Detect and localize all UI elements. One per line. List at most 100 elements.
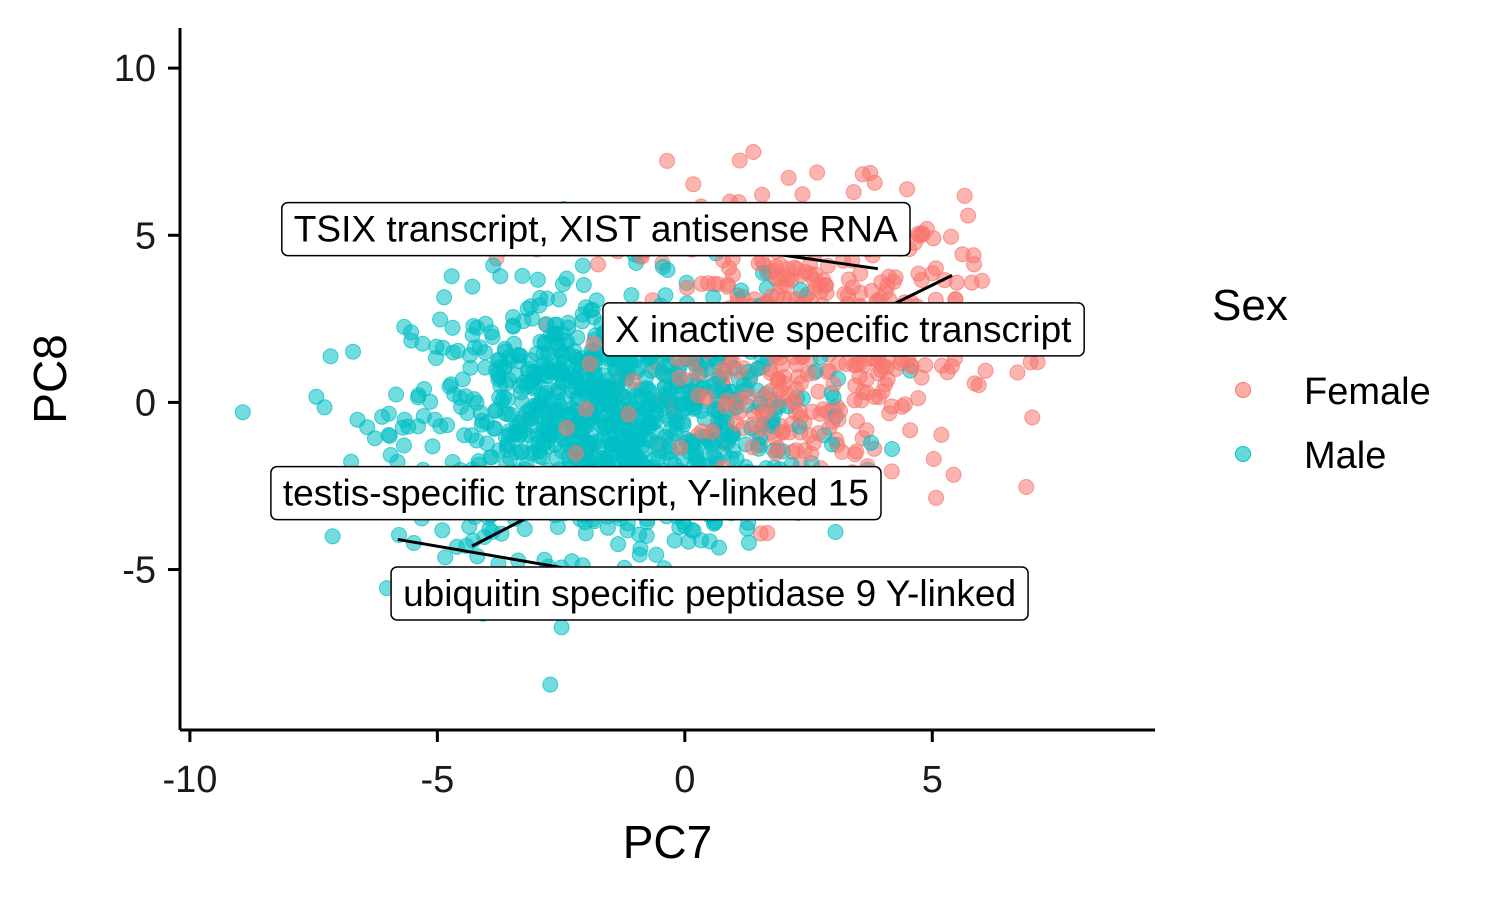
- male-point: [466, 391, 483, 408]
- annotation: X inactive specific transcript: [602, 274, 1085, 357]
- annotation: testis-specific transcript, Y-linked 15: [270, 465, 882, 548]
- male-point: [444, 319, 461, 336]
- male-point: [437, 549, 454, 566]
- male-point: [380, 405, 397, 422]
- female-point: [728, 415, 744, 431]
- male-point: [659, 262, 676, 278]
- legend-items: Female Male: [1235, 371, 1431, 477]
- female-point: [933, 357, 950, 374]
- female-point: [671, 369, 688, 386]
- male-point: [675, 396, 692, 413]
- female-point: [834, 444, 851, 460]
- male-point: [345, 343, 361, 360]
- female-point: [717, 397, 734, 414]
- male-point: [443, 268, 460, 285]
- female-point: [873, 274, 890, 291]
- male-point: [569, 329, 586, 346]
- male-point: [575, 277, 592, 293]
- male-point: [610, 536, 627, 553]
- male-point: [533, 387, 550, 403]
- male-point: [554, 325, 571, 342]
- male-point: [507, 424, 524, 440]
- female-point: [754, 186, 771, 203]
- female-point: [945, 466, 962, 483]
- female-point: [679, 279, 696, 296]
- male-point: [522, 409, 539, 426]
- female-point: [620, 406, 637, 423]
- male-point: [675, 414, 692, 430]
- male-point: [648, 435, 665, 452]
- female-point: [954, 246, 971, 263]
- annotation-label: X inactive specific transcript: [615, 309, 1072, 350]
- male-point: [554, 364, 571, 381]
- annotation: TSIX transcript, XIST antisense RNA: [281, 201, 911, 271]
- male-point: [623, 287, 640, 304]
- female-point: [894, 398, 911, 415]
- male-point: [662, 429, 679, 446]
- legend-label-male: Male: [1304, 435, 1386, 477]
- male-point: [410, 418, 426, 435]
- female-point: [756, 388, 773, 405]
- male-point: [486, 420, 503, 437]
- female-point: [745, 144, 762, 160]
- male-point: [491, 368, 508, 385]
- male-point: [403, 332, 420, 349]
- male-point: [595, 367, 612, 384]
- male-point: [631, 546, 648, 563]
- ticks-layer: -10 -5 0 5 -5 0 5 10: [114, 48, 943, 801]
- female-point: [910, 390, 927, 407]
- female-point: [846, 392, 863, 409]
- female-point: [903, 358, 920, 375]
- male-point: [740, 534, 757, 551]
- male-point: [516, 521, 533, 537]
- male-point: [487, 403, 504, 419]
- female-point: [825, 376, 842, 393]
- male-point: [505, 317, 521, 334]
- annotation-box: [602, 302, 1085, 357]
- male-point: [436, 289, 453, 306]
- y-tick-label: 5: [135, 215, 156, 257]
- male-point: [468, 432, 485, 449]
- female-point: [866, 388, 883, 405]
- female-point: [750, 255, 767, 272]
- female-point: [585, 335, 602, 352]
- annotation-label: testis-specific transcript, Y-linked 15: [283, 473, 869, 514]
- male-point: [616, 389, 632, 406]
- male-point: [388, 386, 405, 403]
- female-point: [625, 372, 642, 389]
- female-point: [925, 451, 942, 467]
- female-point: [809, 164, 826, 181]
- male-point: [542, 676, 559, 693]
- female-point: [762, 364, 779, 381]
- female-point: [744, 439, 761, 456]
- x-tick-label: -5: [420, 759, 454, 801]
- male-point: [445, 344, 462, 361]
- male-point: [446, 386, 463, 403]
- male-point: [545, 416, 562, 433]
- female-point: [848, 443, 865, 460]
- female-point: [672, 439, 689, 456]
- female-point: [1018, 479, 1035, 495]
- legend-label-female: Female: [1304, 371, 1431, 413]
- x-tick-label: 5: [922, 759, 943, 801]
- male-point: [499, 391, 516, 408]
- male-point: [657, 386, 674, 403]
- male-point: [526, 369, 543, 386]
- female-point: [977, 362, 994, 379]
- male-point: [553, 619, 570, 636]
- annotation-label: TSIX transcript, XIST antisense RNA: [294, 209, 898, 250]
- annotation-box: [270, 465, 882, 521]
- female-point: [855, 357, 872, 374]
- y-tick-label: 10: [114, 48, 156, 90]
- female-point: [689, 365, 705, 382]
- male-point: [396, 411, 413, 428]
- female-point: [590, 256, 606, 273]
- male-point: [531, 448, 548, 465]
- annotation-box: [281, 201, 911, 257]
- male-point: [630, 422, 647, 439]
- female-point: [774, 424, 791, 441]
- y-tick-label: 0: [135, 382, 156, 424]
- female-point: [792, 409, 809, 426]
- male-point: [529, 271, 546, 288]
- female-point: [902, 422, 919, 439]
